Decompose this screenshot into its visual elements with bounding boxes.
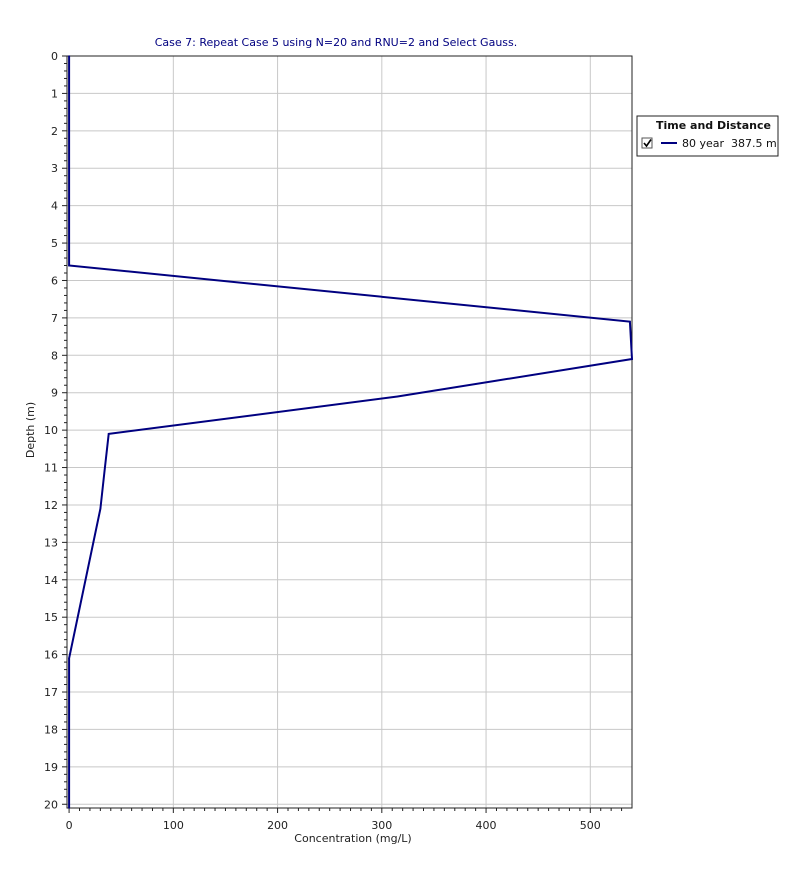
legend-series-label: 80 year 387.5 m	[682, 137, 777, 150]
y-tick-label: 7	[51, 312, 58, 325]
y-tick-label: 13	[44, 536, 58, 549]
y-tick-label: 20	[44, 798, 58, 811]
data-point	[103, 470, 106, 473]
legend-box	[636, 115, 779, 157]
y-tick-label: 5	[51, 237, 58, 250]
x-tick-label: 100	[163, 819, 184, 832]
series-layer	[68, 55, 634, 809]
y-tick-label: 2	[51, 125, 58, 138]
y-tick-label: 15	[44, 611, 58, 624]
y-tick-label: 19	[44, 761, 58, 774]
y-tick-label: 18	[44, 723, 58, 736]
y-tick-label: 12	[44, 499, 58, 512]
data-point	[68, 55, 70, 57]
y-tick-label: 8	[51, 349, 58, 362]
x-axis-ticks: 0 100 200 300 400 500	[66, 808, 601, 832]
y-tick-label: 10	[44, 424, 58, 437]
legend: Time and Distance 80 year 387.5 m	[636, 115, 779, 157]
grid	[67, 56, 632, 808]
x-tick-label: 500	[580, 819, 601, 832]
x-tick-label: 200	[267, 819, 288, 832]
data-point	[629, 320, 631, 323]
x-axis-title: Concentration (mg/L)	[294, 832, 411, 845]
y-axis-title: Depth (m)	[24, 402, 37, 458]
minor-ticks	[64, 62, 623, 811]
x-tick-label: 300	[371, 819, 392, 832]
y-tick-label: 17	[44, 686, 58, 699]
y-tick-label: 9	[51, 387, 58, 400]
x-tick-label: 0	[66, 819, 73, 832]
y-tick-label: 14	[44, 574, 58, 587]
plot-area-border	[66, 55, 633, 809]
check-icon	[643, 139, 652, 148]
x-tick-label: 400	[476, 819, 497, 832]
y-tick-label: 16	[44, 649, 58, 662]
y-tick-label: 6	[51, 274, 58, 287]
y-tick-label: 1	[51, 87, 58, 100]
legend-title: Time and Distance	[656, 119, 771, 132]
data-point	[107, 433, 110, 435]
data-point	[99, 507, 102, 510]
chart-title: Case 7: Repeat Case 5 using N=20 and RNU…	[155, 36, 518, 49]
series-line-0	[68, 56, 634, 808]
data-point	[68, 264, 70, 267]
legend-checkbox[interactable]	[641, 137, 653, 149]
y-tick-label: 4	[51, 200, 58, 213]
y-tick-label: 0	[51, 50, 58, 63]
data-point	[68, 657, 70, 660]
data-point	[396, 395, 399, 398]
data-point	[68, 807, 70, 809]
y-tick-label: 3	[51, 162, 58, 175]
y-tick-label: 11	[44, 462, 58, 475]
data-point	[631, 358, 633, 360]
